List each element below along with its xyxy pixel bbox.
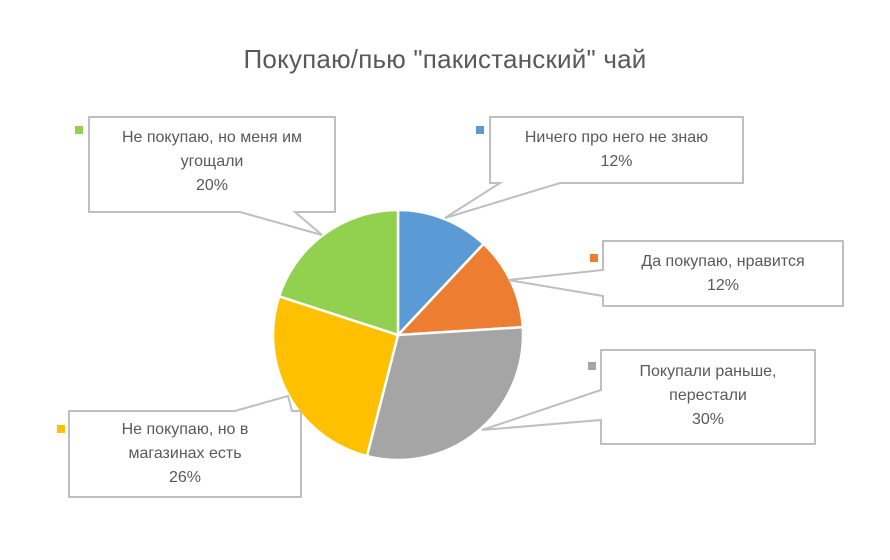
swatch-buy-like — [590, 254, 598, 262]
callout-box-not-known — [444, 116, 744, 219]
callout-label: Не покупаю, но в — [121, 421, 249, 438]
slice-not-known — [396, 208, 486, 339]
callout-label-2: перестали — [669, 387, 747, 404]
swatch-treated — [75, 126, 83, 134]
swatch-stopped — [588, 362, 596, 370]
callout-value: 30% — [691, 411, 725, 428]
callout-box-in-stores — [68, 394, 302, 498]
callout-shapes — [68, 116, 844, 498]
callout-label: Не покупаю, но меня им — [121, 129, 303, 146]
callout-not-known: Ничего про него не знаю 12% — [490, 126, 743, 174]
callout-stopped: Покупали раньше, перестали 30% — [601, 360, 815, 432]
callout-box-treated — [88, 116, 336, 236]
swatch-not-known — [476, 126, 484, 134]
callout-box-stopped — [481, 349, 816, 445]
callout-in-stores: Не покупаю, но в магазинах есть 26% — [69, 418, 301, 490]
slice-treated — [277, 208, 400, 337]
callout-value: 20% — [195, 177, 229, 194]
callout-buy-like: Да покупаю, нравится 12% — [603, 250, 843, 298]
chart-title: Покупаю/пью "пакистанский" чай — [243, 44, 647, 74]
callout-label: Ничего про него не знаю — [524, 129, 709, 146]
callout-label: Да покупаю, нравится — [641, 253, 805, 270]
callout-label: Покупали раньше, — [639, 363, 777, 380]
callout-label-2: угощали — [180, 153, 244, 170]
callout-value: 26% — [168, 469, 202, 486]
callout-label-2: магазинах есть — [128, 445, 242, 462]
callout-value: 12% — [706, 277, 740, 294]
pie-slices — [271, 208, 525, 462]
callout-treated: Не покупаю, но меня им угощали 20% — [89, 126, 335, 198]
slice-stopped — [365, 325, 525, 462]
slice-buy-like — [394, 242, 525, 337]
callout-box-buy-like — [507, 240, 844, 307]
callout-value: 12% — [600, 153, 633, 170]
swatch-in-stores — [57, 425, 65, 433]
